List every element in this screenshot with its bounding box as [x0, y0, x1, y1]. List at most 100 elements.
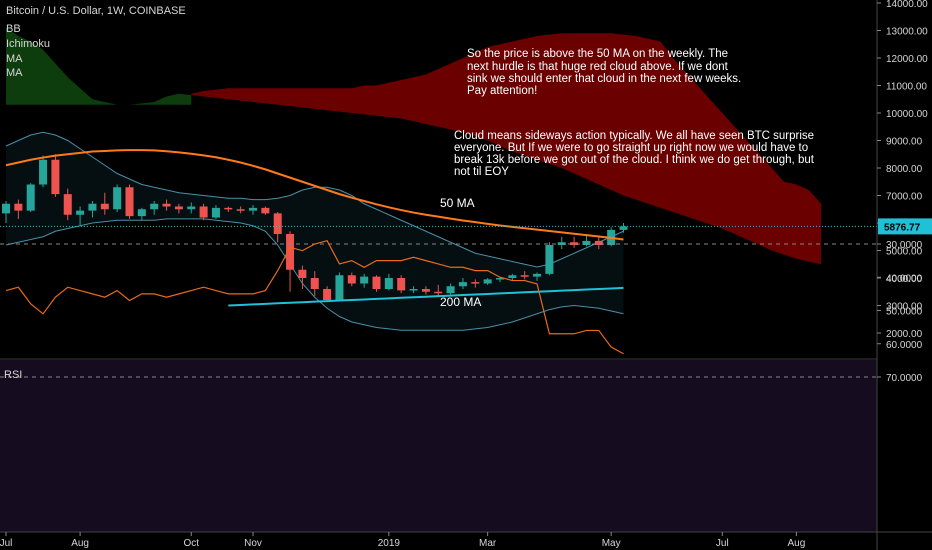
candle-body: [434, 291, 443, 294]
candle-body: [533, 273, 542, 277]
price-axis[interactable]: 14000.00 13000.00 12000.00 11000.00 10000.00…: [877, 0, 932, 340]
candle[interactable]: [51, 154, 60, 197]
price-tick-label: 9000.00: [886, 137, 923, 148]
candle[interactable]: [508, 273, 517, 281]
candle[interactable]: [421, 286, 430, 295]
moving-averages: [0, 149, 877, 307]
bb-fill: [6, 132, 624, 331]
time-tick-label: Oct: [183, 538, 199, 549]
cloud-segment: [191, 33, 822, 265]
ma200-label[interactable]: 200 MA: [440, 295, 481, 309]
candle[interactable]: [533, 272, 542, 281]
candle[interactable]: [199, 203, 208, 221]
candle-body: [496, 278, 504, 280]
candle[interactable]: [76, 206, 85, 226]
candle[interactable]: [446, 283, 455, 295]
candle[interactable]: [273, 212, 282, 243]
candle-body: [483, 279, 492, 284]
candle[interactable]: [619, 223, 628, 233]
annotation-line: sink we should enter that cloud in the n…: [467, 73, 741, 85]
candle[interactable]: [224, 206, 233, 213]
candle[interactable]: [310, 271, 319, 296]
candle[interactable]: [211, 205, 220, 219]
candle[interactable]: [137, 207, 146, 221]
candle-body: [236, 209, 245, 211]
candle[interactable]: [458, 278, 467, 289]
rsi-pane[interactable]: [0, 239, 877, 378]
annotation-line: everyone. But If we were to go straight …: [454, 142, 808, 154]
chart-header: Bitcoin / U.S. Dollar, 1W, COINBASE BB I…: [6, 5, 186, 79]
annotation-note-1[interactable]: So the price is above the 50 MA on the w…: [467, 48, 741, 97]
candle[interactable]: [409, 286, 418, 294]
candle[interactable]: [26, 183, 35, 212]
price-tick-label: 3000.00: [886, 302, 923, 313]
price-tick-label: 7000.00: [886, 192, 923, 203]
candle[interactable]: [372, 275, 381, 292]
candles[interactable]: [2, 154, 628, 302]
rsi-line: [5, 239, 624, 355]
candle[interactable]: [347, 272, 356, 287]
candle[interactable]: [335, 272, 344, 302]
candle[interactable]: [113, 184, 122, 213]
time-tick-label: Nov: [244, 538, 262, 549]
candle[interactable]: [236, 206, 245, 214]
candle[interactable]: [261, 206, 270, 215]
time-axis[interactable]: Jul Aug Oct Nov 2019 Mar May Jul Aug: [0, 532, 805, 549]
candle[interactable]: [100, 192, 109, 215]
symbol-title: Bitcoin / U.S. Dollar, 1W, COINBASE: [6, 5, 186, 17]
rsi-axis[interactable]: 70.0000 60.0000 50.0000 40.0000 30.0000: [877, 240, 923, 384]
candle[interactable]: [471, 279, 480, 288]
indicator-label-ichimoku[interactable]: Ichimoku: [6, 38, 50, 50]
annotation-line: Pay attention!: [467, 85, 537, 97]
indicator-label-bb[interactable]: BB: [6, 23, 21, 35]
candle[interactable]: [434, 284, 443, 296]
candle[interactable]: [2, 201, 10, 223]
candle-body: [261, 207, 270, 214]
annotation-note-2[interactable]: Cloud means sideways action typically. W…: [454, 130, 815, 178]
candle-body: [187, 206, 196, 210]
candle[interactable]: [545, 242, 554, 276]
candle[interactable]: [14, 199, 23, 219]
time-tick-label: 2019: [378, 538, 401, 549]
time-tick-label: Jul: [0, 538, 12, 549]
candle[interactable]: [397, 275, 406, 294]
candle[interactable]: [323, 286, 332, 302]
candle[interactable]: [63, 188, 72, 221]
candle[interactable]: [125, 184, 134, 219]
candle[interactable]: [162, 199, 171, 211]
candle-body: [14, 203, 23, 211]
price-tick-label: 14000.00: [886, 0, 928, 10]
candle[interactable]: [298, 265, 307, 289]
candle[interactable]: [594, 235, 603, 250]
rsi-title[interactable]: RSI: [4, 369, 22, 381]
candle[interactable]: [520, 271, 529, 280]
candle[interactable]: [39, 155, 48, 188]
candle[interactable]: [249, 205, 257, 215]
candle-body: [224, 207, 233, 210]
candle-body: [2, 203, 10, 214]
annotation-line: break 13k before we got out of the cloud…: [454, 154, 815, 166]
rsi-tick-label: 60.0000: [886, 340, 923, 351]
candle-body: [100, 203, 109, 210]
candle[interactable]: [150, 201, 159, 215]
candle-body: [39, 159, 48, 185]
ma50-line: [5, 149, 624, 241]
candle[interactable]: [570, 236, 579, 248]
candle[interactable]: [88, 201, 97, 218]
candle[interactable]: [483, 278, 492, 285]
ma50-label[interactable]: 50 MA: [440, 196, 475, 210]
candle[interactable]: [360, 273, 369, 288]
candle[interactable]: [286, 231, 295, 292]
candle-body: [26, 184, 35, 211]
candle[interactable]: [384, 273, 393, 291]
candle[interactable]: [187, 202, 196, 214]
price-pane[interactable]: [0, 27, 877, 331]
indicator-label-ma[interactable]: MA: [6, 67, 23, 79]
candle[interactable]: [174, 203, 183, 214]
candle-body: [594, 240, 603, 245]
indicator-label-ma[interactable]: MA: [6, 53, 23, 65]
candle-body: [137, 209, 146, 217]
candle-body: [76, 210, 85, 215]
cloud-segment: [6, 27, 192, 105]
